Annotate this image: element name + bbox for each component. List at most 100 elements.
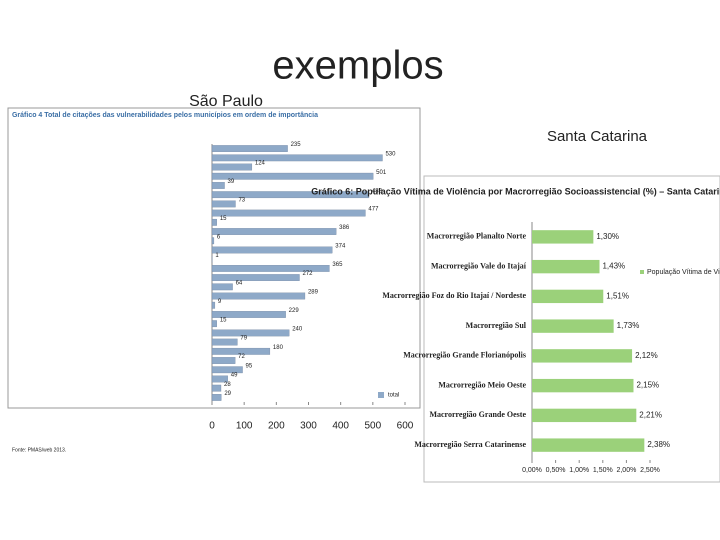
chart-title: Gráfico 4 Total de citações das vulnerab…	[12, 112, 318, 119]
value-label: 365	[332, 262, 343, 268]
bar	[211, 301, 216, 309]
legend-swatch	[640, 270, 644, 274]
value-label: 29	[224, 391, 231, 397]
value-label: 180	[273, 345, 284, 351]
bar	[211, 375, 228, 383]
category-label: Macrorregião Meio Oeste	[438, 380, 526, 389]
value-label: 1,30%	[596, 232, 619, 241]
value-label: 488	[372, 188, 383, 194]
bar	[211, 311, 286, 318]
value-label: 39	[228, 179, 235, 185]
value-label: 15	[220, 216, 227, 222]
category-label: Macrorregião Vale do Itajaí	[431, 261, 527, 270]
bar	[211, 163, 253, 171]
bar	[211, 347, 271, 355]
bar	[211, 154, 383, 162]
x-tick-label: 2,50%	[640, 467, 660, 474]
value-label: 2,12%	[635, 351, 658, 360]
category-label: Macrorregião Grande Florianópolis	[403, 351, 526, 360]
value-label: 272	[302, 271, 313, 277]
bar	[211, 209, 366, 217]
bar	[211, 394, 222, 401]
x-tick-label: 2,00%	[616, 467, 636, 474]
category-label: Macrorregião Sul	[466, 321, 527, 330]
value-label: 1	[215, 253, 219, 259]
x-tick-label: 500	[364, 421, 381, 432]
bar	[211, 384, 222, 392]
value-label: 72	[238, 354, 245, 360]
value-label: 1,51%	[606, 291, 629, 300]
bar	[532, 378, 634, 393]
value-label: 501	[376, 170, 387, 176]
bar	[532, 349, 633, 363]
bar	[211, 145, 288, 152]
chart-frame	[7, 107, 421, 409]
x-tick-label: 200	[268, 421, 285, 432]
value-label: 2,15%	[636, 381, 659, 390]
x-tick-label: 0	[209, 421, 215, 432]
value-label: 374	[335, 244, 346, 250]
bar	[532, 259, 600, 274]
legend-label: População Vítima de Violência	[647, 269, 720, 276]
bar	[211, 366, 243, 374]
value-label: 124	[255, 161, 266, 167]
value-label: 28	[224, 382, 231, 388]
legend-swatch	[378, 392, 384, 398]
bar	[532, 408, 637, 423]
value-label: 6	[217, 234, 221, 240]
caption: Santa Catarina	[547, 128, 648, 145]
source: Fonte: PMAS/web 2013.	[12, 447, 66, 453]
category-label: Macrorregião Grande Oeste	[429, 410, 526, 419]
value-label: 289	[308, 290, 319, 296]
chart-title: Gráfico 6: População Vítima de Violência…	[311, 186, 720, 196]
bar	[211, 182, 225, 189]
x-tick-label: 300	[300, 421, 317, 432]
value-label: 49	[231, 373, 238, 379]
bar	[211, 274, 300, 281]
slide-title: exemplos	[272, 44, 443, 88]
bar	[211, 320, 217, 328]
x-tick-label: 400	[332, 421, 349, 432]
bar	[211, 246, 333, 254]
x-tick-label: 600	[397, 421, 414, 432]
bar	[211, 283, 233, 291]
value-label: 1,43%	[602, 262, 625, 271]
x-tick-label: 0,50%	[546, 467, 566, 474]
bar	[211, 292, 306, 300]
value-label: 1,73%	[617, 321, 640, 330]
bar	[211, 338, 238, 346]
caption: São Paulo	[189, 93, 263, 110]
value-label: 79	[240, 336, 247, 342]
value-label: 530	[385, 151, 396, 157]
bar	[532, 319, 614, 333]
category-label: Macrorregião Planalto Norte	[427, 232, 527, 241]
bar	[211, 228, 337, 235]
value-label: 477	[368, 207, 379, 213]
bar	[532, 438, 645, 452]
value-label: 235	[291, 142, 302, 148]
chart-frame	[423, 175, 720, 483]
bar	[211, 200, 236, 208]
bar	[532, 289, 604, 304]
category-label: Macrorregião Foz do Rio Itajaí / Nordest…	[382, 291, 526, 300]
value-label: 229	[289, 308, 300, 314]
bar	[532, 230, 594, 244]
legend-label: total	[388, 393, 399, 399]
x-tick-label: 1,00%	[569, 467, 589, 474]
bar	[211, 172, 374, 180]
value-label: 64	[236, 280, 243, 286]
value-label: 2,38%	[647, 440, 670, 449]
category-label: Macrorregião Serra Catarinense	[414, 440, 526, 449]
value-label: 73	[238, 197, 245, 203]
bar	[211, 218, 217, 226]
value-label: 95	[246, 363, 253, 369]
bar	[211, 329, 290, 337]
x-tick-label: 100	[236, 421, 253, 432]
value-label: 2,21%	[639, 410, 662, 419]
bar	[211, 191, 370, 199]
x-tick-label: 0,00%	[522, 467, 542, 474]
value-label: 9	[218, 299, 222, 305]
value-label: 15	[220, 317, 227, 323]
bar	[211, 265, 330, 272]
